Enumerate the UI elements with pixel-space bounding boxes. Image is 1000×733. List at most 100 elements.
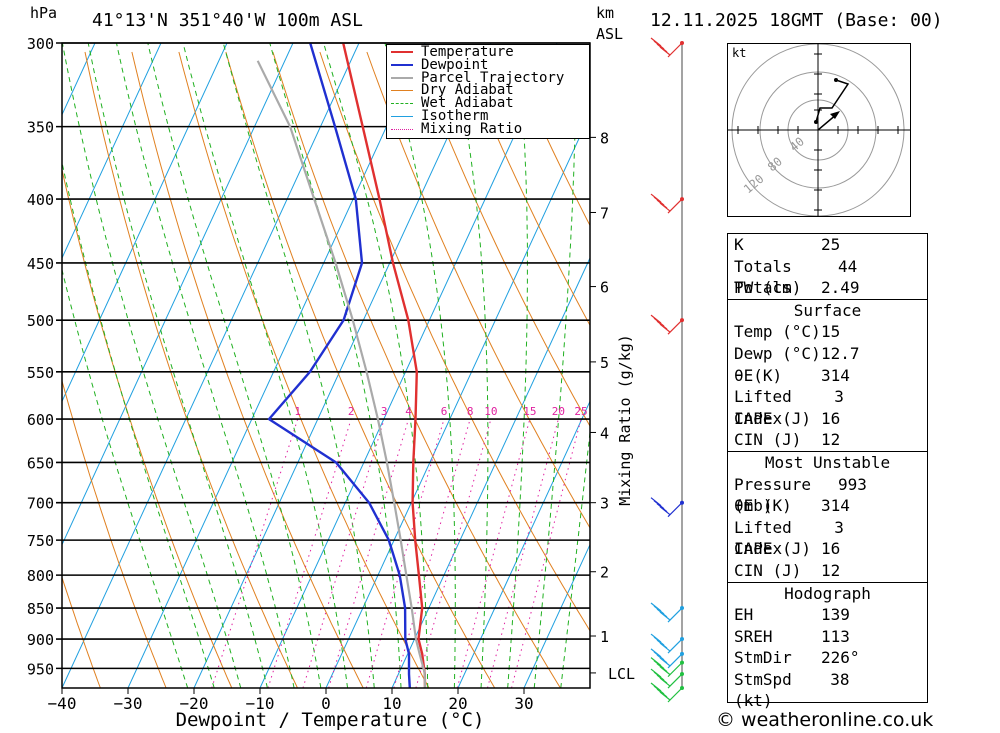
mixing-ratio-line xyxy=(267,418,352,688)
km-tick-label: 7 xyxy=(600,204,609,222)
dry-adiabat-line xyxy=(366,51,590,529)
isotherm-line xyxy=(391,256,590,688)
index-label: EH xyxy=(734,605,754,625)
dry-adiabat-line xyxy=(84,51,298,688)
pressure-label: 750 xyxy=(27,532,54,550)
legend-item-wet-adiabat: Wet Adiabat xyxy=(387,96,589,110)
hodograph-plot: kt 40 80 120 xyxy=(728,43,910,217)
index-label: Totals Totals xyxy=(734,256,792,298)
index-value: 12.7 xyxy=(821,343,860,363)
pressure-label: 400 xyxy=(27,191,54,209)
wet-adiabat-line xyxy=(147,43,322,688)
wind-barb xyxy=(650,314,684,335)
index-row: Temp (°C) 15 xyxy=(728,321,927,343)
index-label: Temp (°C) xyxy=(734,322,821,342)
wind-barb xyxy=(650,497,684,518)
index-value: 38 xyxy=(830,669,850,689)
legend: Temperature Dewpoint Parcel Trajectory D… xyxy=(386,44,590,139)
wind-barb xyxy=(650,668,684,689)
index-row: PW (cm) 2.49 xyxy=(728,277,927,299)
index-value: 314 xyxy=(821,365,850,385)
mixing-ratio-label: 25 xyxy=(574,405,587,418)
index-row: SREH 113 xyxy=(728,626,927,648)
isotherm-line xyxy=(0,43,29,688)
index-label: Dewp (°C) xyxy=(734,343,821,363)
pressure-label: 300 xyxy=(27,35,54,53)
index-label: SREH xyxy=(734,626,773,646)
index-value: 16 xyxy=(821,539,841,559)
legend-item-dewpoint: Dewpoint xyxy=(387,58,589,72)
pressure-label: 700 xyxy=(27,495,54,513)
dry-adiabat-line xyxy=(696,52,700,688)
x-tick-label: −40 xyxy=(48,694,77,713)
index-label: CAPE (J) xyxy=(734,539,812,559)
mixing-ratio-label: 3 xyxy=(381,405,388,418)
dry-adiabat-line xyxy=(178,51,430,688)
pressure-label: 800 xyxy=(27,567,54,585)
legend-item-mixing-ratio: Mixing Ratio xyxy=(387,122,589,136)
km-tick-label: 6 xyxy=(600,279,609,297)
legend-item-isotherm: Isotherm xyxy=(387,109,589,123)
wind-barb xyxy=(650,648,684,669)
dry-adiabat-line xyxy=(62,379,167,688)
dry-adiabat-line xyxy=(413,51,590,428)
index-value: 993 xyxy=(837,474,867,494)
index-value: 3 xyxy=(834,387,844,407)
pressure-label: 650 xyxy=(27,454,54,472)
index-label: θE(K) xyxy=(734,365,783,385)
indices-panel: K 25 Totals Totals 44 PW (cm) 2.49 Surface Te… xyxy=(727,233,928,711)
mixing-ratio-label: 8 xyxy=(467,405,474,418)
index-row: CIN (J) 12 xyxy=(728,429,927,451)
isotherm-line xyxy=(259,43,558,688)
km-unit-label: km xyxy=(596,4,615,22)
wet-adiabat-line xyxy=(384,43,456,688)
index-label: StmDir xyxy=(734,648,792,668)
index-value: 226° xyxy=(821,648,860,668)
index-label: CAPE (J) xyxy=(734,408,812,428)
index-row: Lifted Index 3 xyxy=(728,517,927,559)
index-row: CAPE (J) 16 xyxy=(728,408,927,430)
wind-barb xyxy=(650,602,684,623)
mixing-ratio-label: 10 xyxy=(484,405,497,418)
pressure-label: 600 xyxy=(27,411,54,429)
dry-adiabat-line xyxy=(62,575,101,688)
isotherm-line xyxy=(193,43,492,688)
hodograph-ring-80: 80 xyxy=(765,154,785,174)
asl-unit-label: ASL xyxy=(596,25,624,43)
index-value: 2.49 xyxy=(821,278,860,298)
index-row: Pressure (mb) 993 xyxy=(728,474,927,516)
km-tick-label: 3 xyxy=(600,495,609,513)
most-unstable-section-title: Most Unstable xyxy=(728,450,927,474)
dry-adiabat-line xyxy=(272,51,561,688)
index-value: 314 xyxy=(821,496,850,516)
x-tick-label: −20 xyxy=(180,694,209,713)
isotherm-line xyxy=(62,43,162,260)
km-tick-label: 4 xyxy=(600,424,609,442)
wet-adiabat-line xyxy=(533,43,577,688)
isotherm-line xyxy=(457,400,590,688)
hodograph-panel: kt 40 80 120 xyxy=(727,43,911,217)
wet-adiabat-line xyxy=(62,267,189,688)
mixing-ratio-line xyxy=(328,418,409,688)
location-title: 41°13'N 351°40'W 100m ASL xyxy=(92,10,363,31)
index-label: StmSpd (kt) xyxy=(734,669,792,711)
hodograph-start-point xyxy=(814,120,818,124)
wet-adiabat-line xyxy=(560,427,590,688)
pressure-label: 550 xyxy=(27,364,54,382)
x-tick-label: 20 xyxy=(448,694,467,713)
copyright-footer: © weatheronline.co.uk xyxy=(716,709,934,731)
index-value: 139 xyxy=(821,605,850,625)
isotherm-line xyxy=(62,43,294,546)
mixing-ratio-label: 15 xyxy=(523,405,536,418)
wet-adiabat-line xyxy=(507,43,528,688)
isotherm-line xyxy=(325,113,590,688)
dry-adiabat-line xyxy=(649,52,700,688)
index-row: Totals Totals 44 xyxy=(728,256,927,298)
hodograph-end-point xyxy=(834,78,838,82)
x-tick-label: −10 xyxy=(246,694,275,713)
wind-barb xyxy=(650,633,684,654)
km-tick-label: 5 xyxy=(600,354,609,372)
datetime-title: 12.11.2025 18GMT (Base: 00) xyxy=(650,10,943,31)
index-row: θE (K) 314 xyxy=(728,495,927,517)
index-label: K xyxy=(734,235,744,254)
